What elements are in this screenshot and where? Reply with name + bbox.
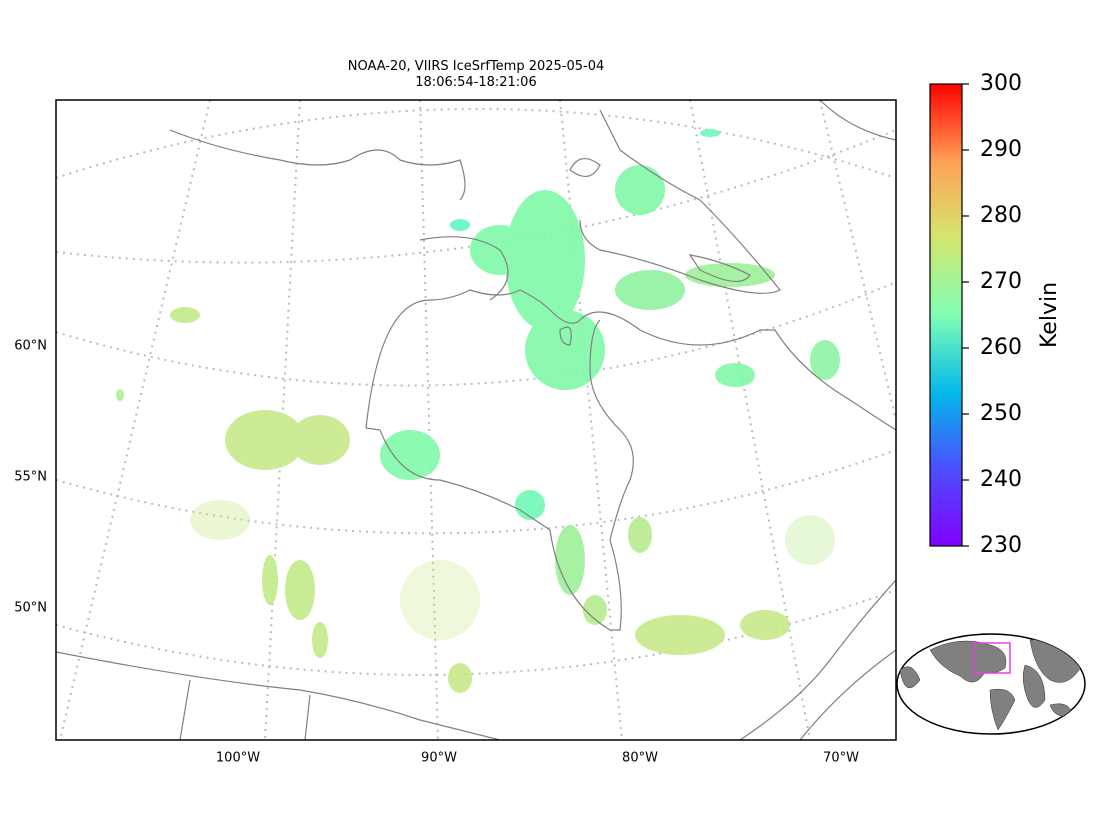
- map-subtitle: 18:06:54-18:21:06: [415, 75, 536, 90]
- map-body: [56, 100, 896, 740]
- colorbar-tick-label: 300: [980, 71, 1022, 96]
- lat-label: 55°N: [14, 470, 47, 485]
- temperature-swaths: [116, 129, 840, 693]
- colorbar-tick-label: 270: [980, 269, 1022, 294]
- lon-label: 100°W: [216, 751, 260, 766]
- inset-globe: [896, 633, 1086, 735]
- map-title: NOAA-20, VIIRS IceSrfTemp 2025-05-04: [348, 59, 605, 74]
- colorbar: [929, 83, 963, 547]
- colorbar-tick-label: 250: [980, 401, 1022, 426]
- lon-label: 90°W: [421, 751, 457, 766]
- colorbar-tick-label: 280: [980, 203, 1022, 228]
- lat-label: 50°N: [14, 601, 47, 616]
- colorbar-tick-label: 290: [980, 137, 1022, 162]
- lon-label: 80°W: [622, 751, 658, 766]
- lon-label: 70°W: [823, 751, 859, 766]
- graticule: [56, 100, 896, 740]
- colorbar-label: Kelvin: [1037, 282, 1062, 348]
- lat-label: 60°N: [14, 339, 47, 354]
- colorbar-tick-label: 230: [980, 533, 1022, 558]
- colorbar-tick-label: 240: [980, 467, 1022, 492]
- colorbar-tick-label: 260: [980, 335, 1022, 360]
- coastlines: [56, 100, 896, 740]
- map-frame: [55, 99, 897, 741]
